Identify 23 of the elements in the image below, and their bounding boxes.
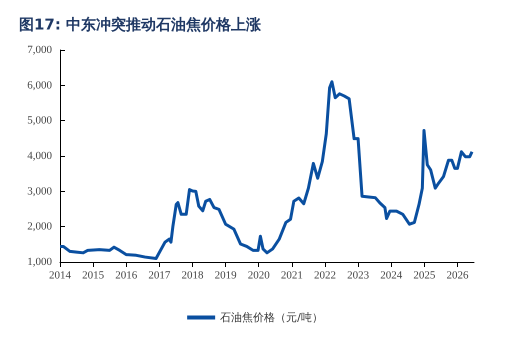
- x-tick-label: 2022: [314, 270, 336, 282]
- x-tick-label: 2019: [214, 270, 238, 282]
- y-tick-label: 7,000: [27, 44, 52, 56]
- x-tick-label: 2014: [49, 270, 72, 282]
- y-tick-label: 5,000: [27, 114, 52, 127]
- legend-label: 石油焦价格（元/吨）: [220, 311, 323, 324]
- x-tick-label: 2015: [82, 270, 105, 282]
- x-tick-label: 2025: [413, 270, 436, 282]
- line-series: [58, 80, 474, 260]
- x-tick-label: 2026: [446, 270, 469, 282]
- y-tick-label: 6,000: [27, 79, 52, 92]
- y-tick-label: 4,000: [27, 150, 52, 162]
- x-tick-label: 2016: [115, 270, 138, 282]
- x-tick-label: 2021: [280, 270, 303, 282]
- x-tick-label: 2020: [248, 270, 270, 282]
- y-tick-label: 2,000: [27, 220, 52, 233]
- y-tick-label: 3,000: [27, 185, 52, 198]
- y-tick-label: 1,000: [27, 256, 52, 268]
- chart-title: 图17: 中东冲突推动石油焦价格上涨: [19, 16, 262, 34]
- x-tick-label: 2017: [148, 270, 171, 282]
- x-tick-label: 2023: [347, 270, 370, 282]
- x-tick-label: 2024: [380, 270, 403, 282]
- x-tick-label: 2018: [181, 270, 204, 282]
